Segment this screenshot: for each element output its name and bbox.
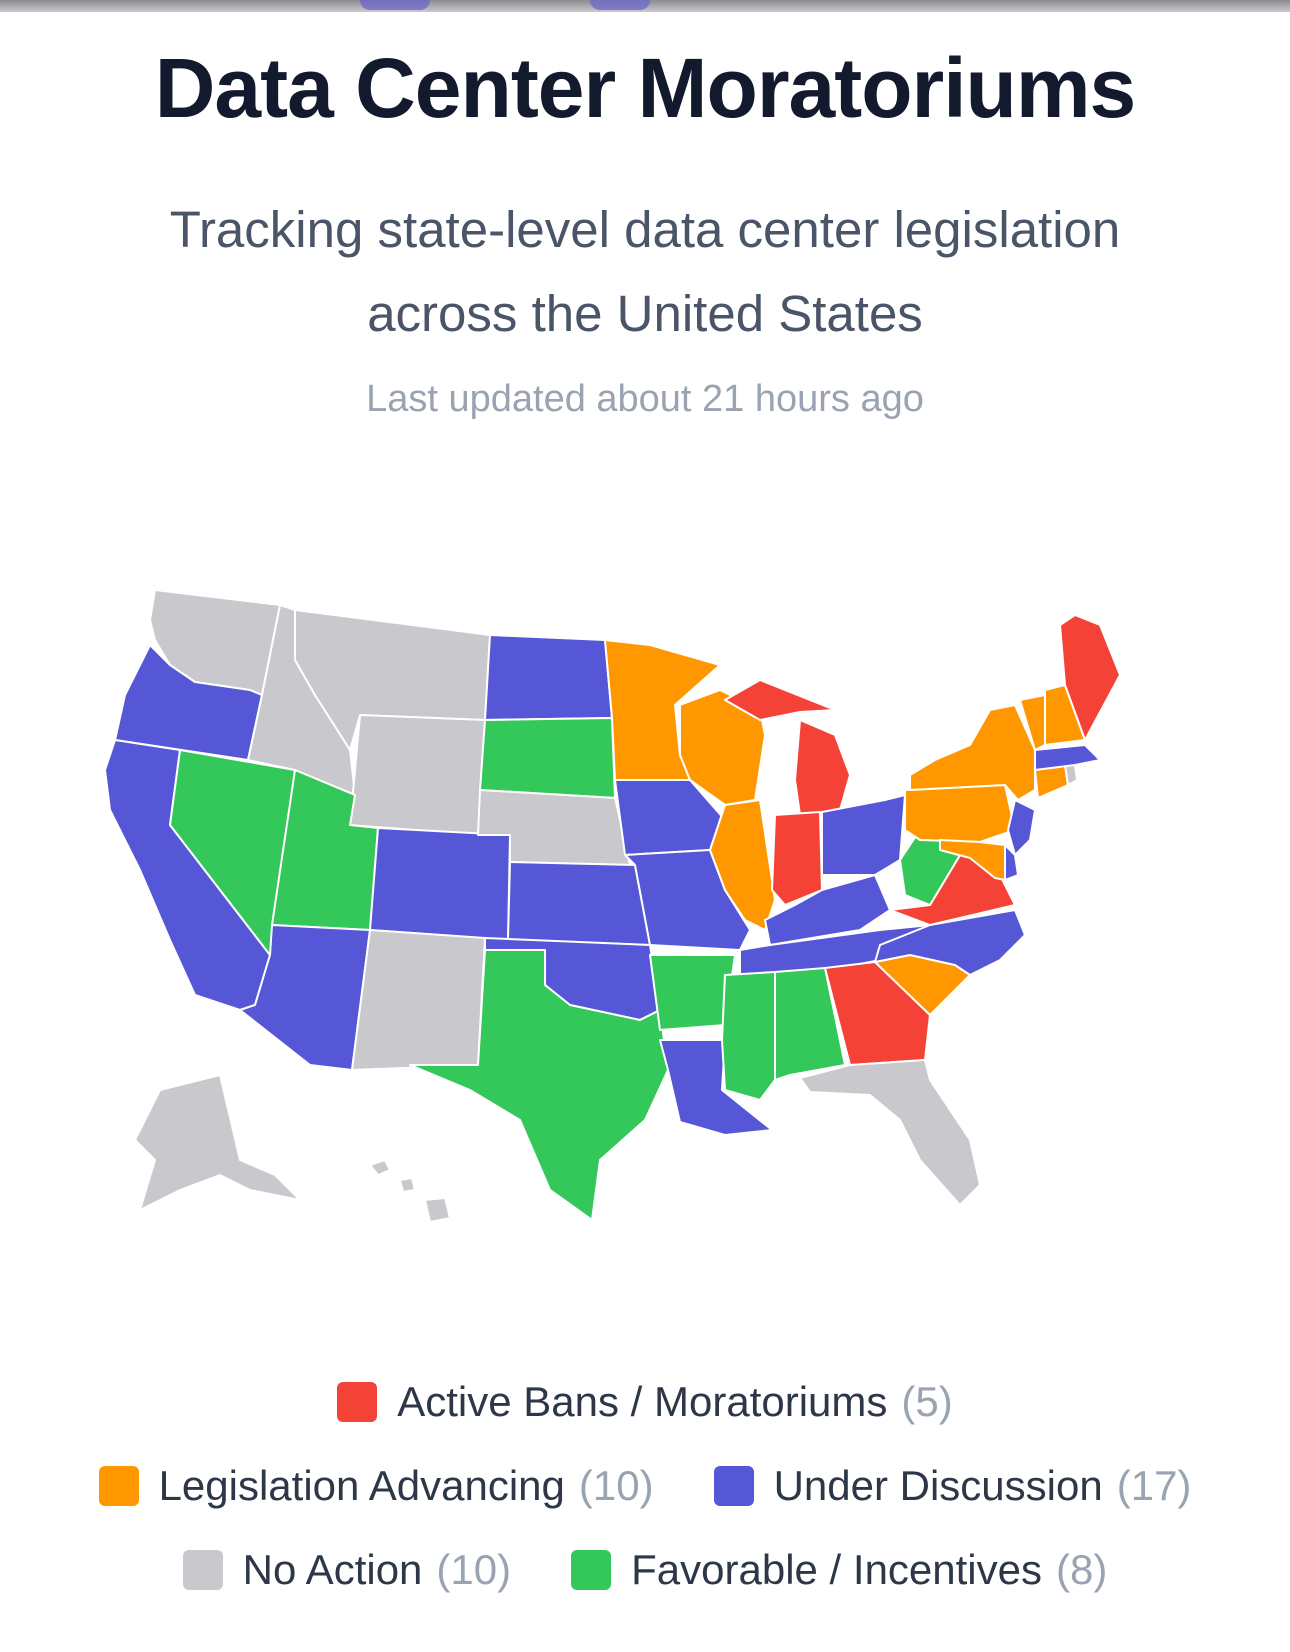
last-updated: Last updated about 21 hours ago (366, 378, 924, 420)
legend-label: No Action (242, 1546, 423, 1593)
state-tx[interactable] (409, 949, 669, 1221)
legend-count: (8) (1056, 1546, 1108, 1593)
legend-count: (10) (578, 1462, 654, 1509)
legend-swatch (182, 1550, 223, 1590)
top-edge-accent (590, 0, 650, 10)
state-pa[interactable] (904, 784, 1016, 843)
state-in[interactable] (771, 811, 823, 906)
legend-count: (17) (1116, 1462, 1192, 1509)
page-subtitle: Tracking state-level data center legisla… (169, 201, 1121, 342)
state-hi[interactable] (369, 1159, 451, 1223)
legend-swatch (337, 1382, 378, 1422)
legend-swatch (713, 1466, 754, 1506)
us-map (100, 589, 1190, 1290)
state-ny[interactable] (909, 704, 1036, 801)
state-al[interactable] (774, 967, 846, 1081)
state-nd[interactable] (484, 634, 613, 721)
legend-item-favorable[interactable]: Favorable / Incentives (8) (571, 1546, 1107, 1594)
state-ga[interactable] (824, 961, 931, 1066)
legend-label: Active Bans / Moratoriums (397, 1378, 888, 1425)
us-map-svg (104, 589, 1121, 1223)
page-title: Data Center Moratoriums (154, 41, 1137, 135)
state-wy[interactable] (349, 714, 486, 836)
state-nj[interactable] (1007, 799, 1036, 856)
state-fl[interactable] (799, 1059, 981, 1206)
state-sd[interactable] (479, 717, 616, 799)
browser-top-edge (0, 0, 1290, 12)
legend-item-advancing[interactable]: Legislation Advancing (10) (98, 1462, 654, 1510)
legend-label: Legislation Advancing (158, 1462, 565, 1509)
legend-row: No Action (10) Favorable / Incentives (8… (0, 1546, 1290, 1594)
legend-label: Under Discussion (773, 1462, 1103, 1509)
legend-item-discussion[interactable]: Under Discussion (17) (713, 1462, 1192, 1510)
legend-swatch (98, 1466, 139, 1506)
legend-row: Active Bans / Moratoriums (5) (0, 1378, 1290, 1426)
legend-swatch (571, 1550, 612, 1590)
legend-count: (10) (436, 1546, 512, 1593)
state-nm[interactable] (351, 929, 486, 1071)
legend-item-ban[interactable]: Active Bans / Moratoriums (5) (337, 1378, 953, 1426)
state-ma[interactable] (1034, 744, 1101, 771)
state-ak[interactable] (134, 1074, 301, 1211)
state-ri[interactable] (1064, 764, 1078, 786)
state-me[interactable] (1059, 614, 1121, 741)
legend-item-none[interactable]: No Action (10) (182, 1546, 512, 1594)
legend-row: Legislation Advancing (10) Under Discuss… (0, 1462, 1290, 1510)
state-nc[interactable] (874, 909, 1026, 976)
state-ms[interactable] (721, 971, 776, 1101)
state-md[interactable] (939, 839, 1006, 881)
state-co[interactable] (369, 827, 511, 941)
legend-count: (5) (901, 1378, 953, 1425)
state-ks[interactable] (507, 861, 651, 946)
legend-label: Favorable / Incentives (631, 1546, 1042, 1593)
state-il[interactable] (709, 799, 776, 931)
top-edge-accent (360, 0, 430, 10)
